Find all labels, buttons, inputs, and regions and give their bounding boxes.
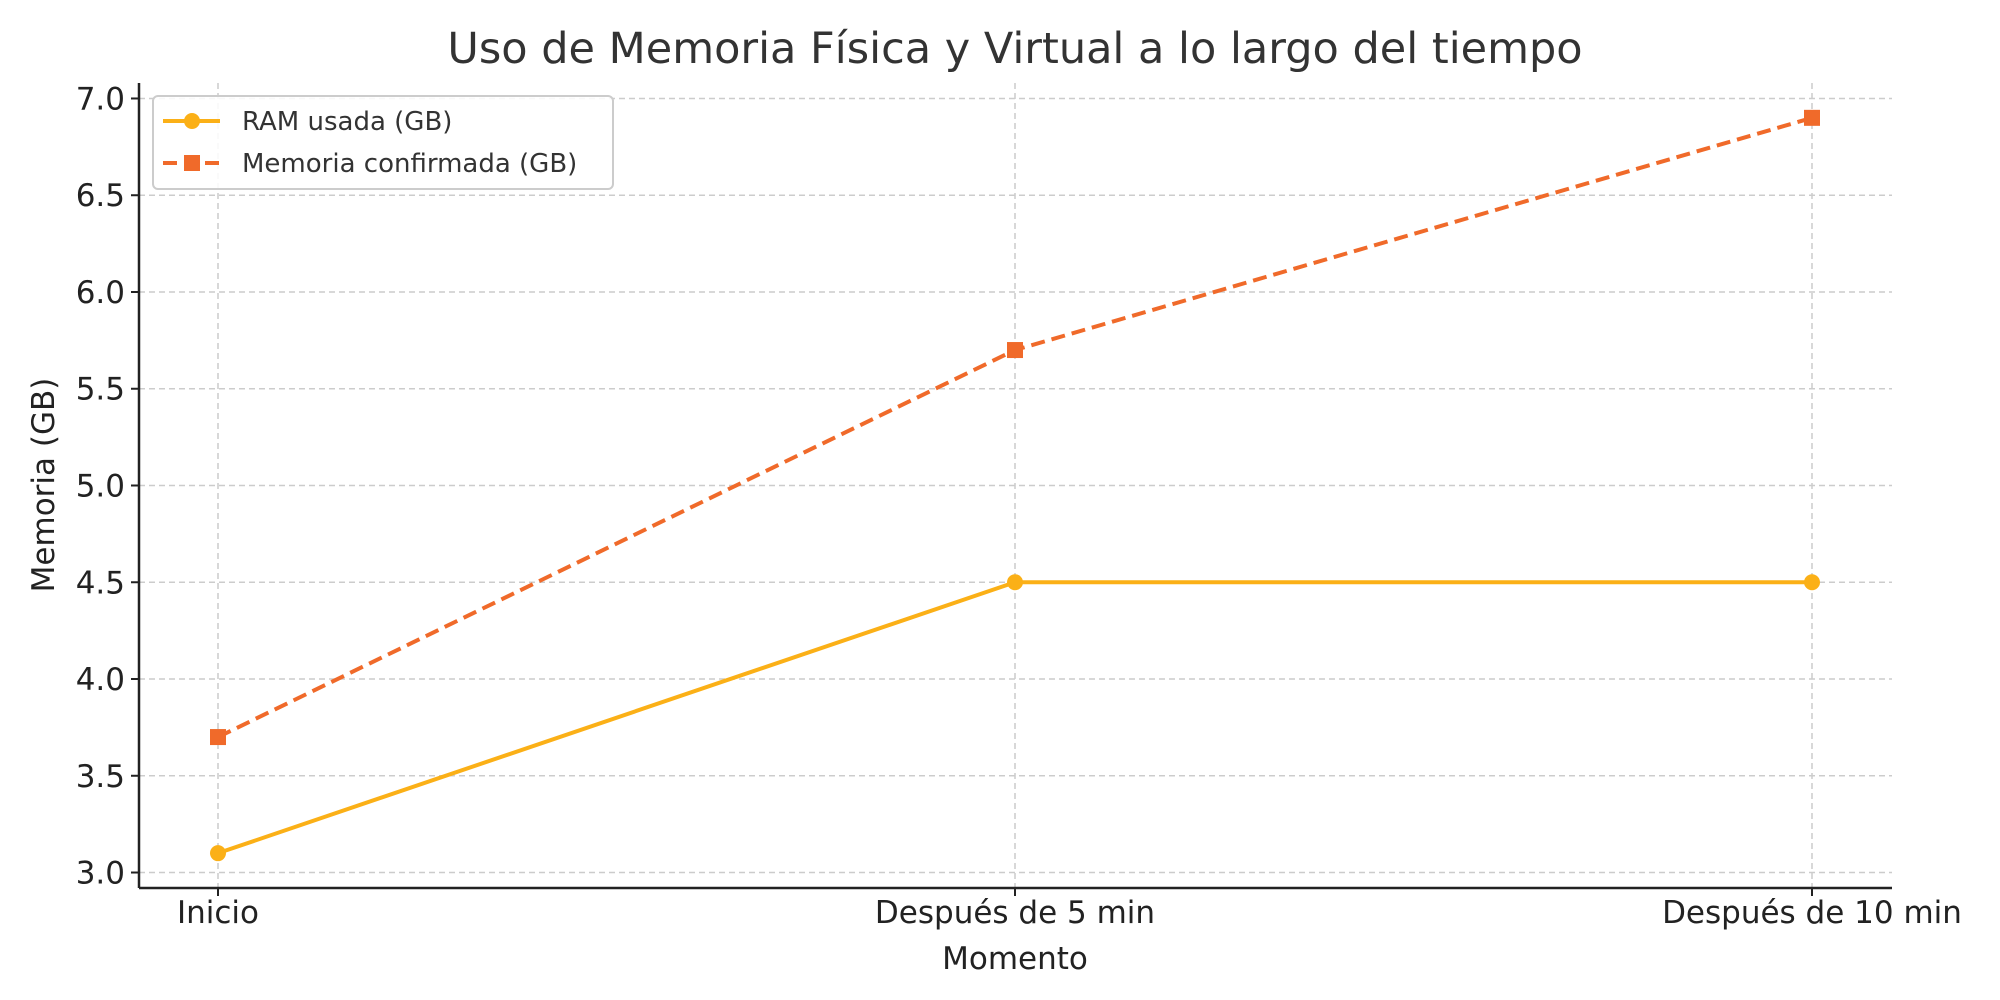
grid-layer [139, 83, 1892, 888]
y-tick-label: 3.5 [76, 759, 125, 795]
legend: RAM usada (GB) Memoria confirmada (GB) [152, 95, 614, 190]
chart-title: Uso de Memoria Física y Virtual a lo lar… [447, 24, 1582, 74]
legend-label: RAM usada (GB) [242, 107, 452, 137]
y-tick-label: 6.5 [76, 178, 125, 214]
data-point-marker [210, 729, 226, 746]
data-point-marker [1804, 109, 1820, 126]
legend-marker [184, 155, 200, 171]
series-layer [210, 109, 1820, 862]
y-tick-label: 5.0 [76, 469, 125, 505]
x-tick-label: Inicio [177, 895, 259, 931]
y-tick-label: 3.0 [76, 856, 125, 892]
legend-marker [184, 113, 200, 129]
legend-frame [152, 95, 614, 190]
legend-label: Memoria confirmada (GB) [242, 149, 577, 179]
data-point-marker [1007, 342, 1023, 359]
data-point-marker [1804, 574, 1820, 591]
y-tick-label: 5.5 [76, 372, 125, 408]
y-tick-label: 6.0 [76, 275, 125, 311]
data-point-marker [210, 845, 226, 862]
y-tick-label: 7.0 [76, 81, 125, 117]
x-tick-label: Después de 10 min [1662, 895, 1962, 931]
data-point-marker [1007, 574, 1023, 591]
x-axis-label: Momento [942, 941, 1088, 977]
y-axis-label: Memoria (GB) [26, 378, 62, 593]
ticks-layer: 3.0 3.5 4.0 4.5 5.0 5.5 6.0 6.5 7.0 Inicio Después… [76, 81, 1962, 931]
y-tick-label: 4.5 [76, 565, 125, 601]
x-tick-label: Después de 5 min [875, 895, 1155, 931]
y-tick-label: 4.0 [76, 662, 125, 698]
